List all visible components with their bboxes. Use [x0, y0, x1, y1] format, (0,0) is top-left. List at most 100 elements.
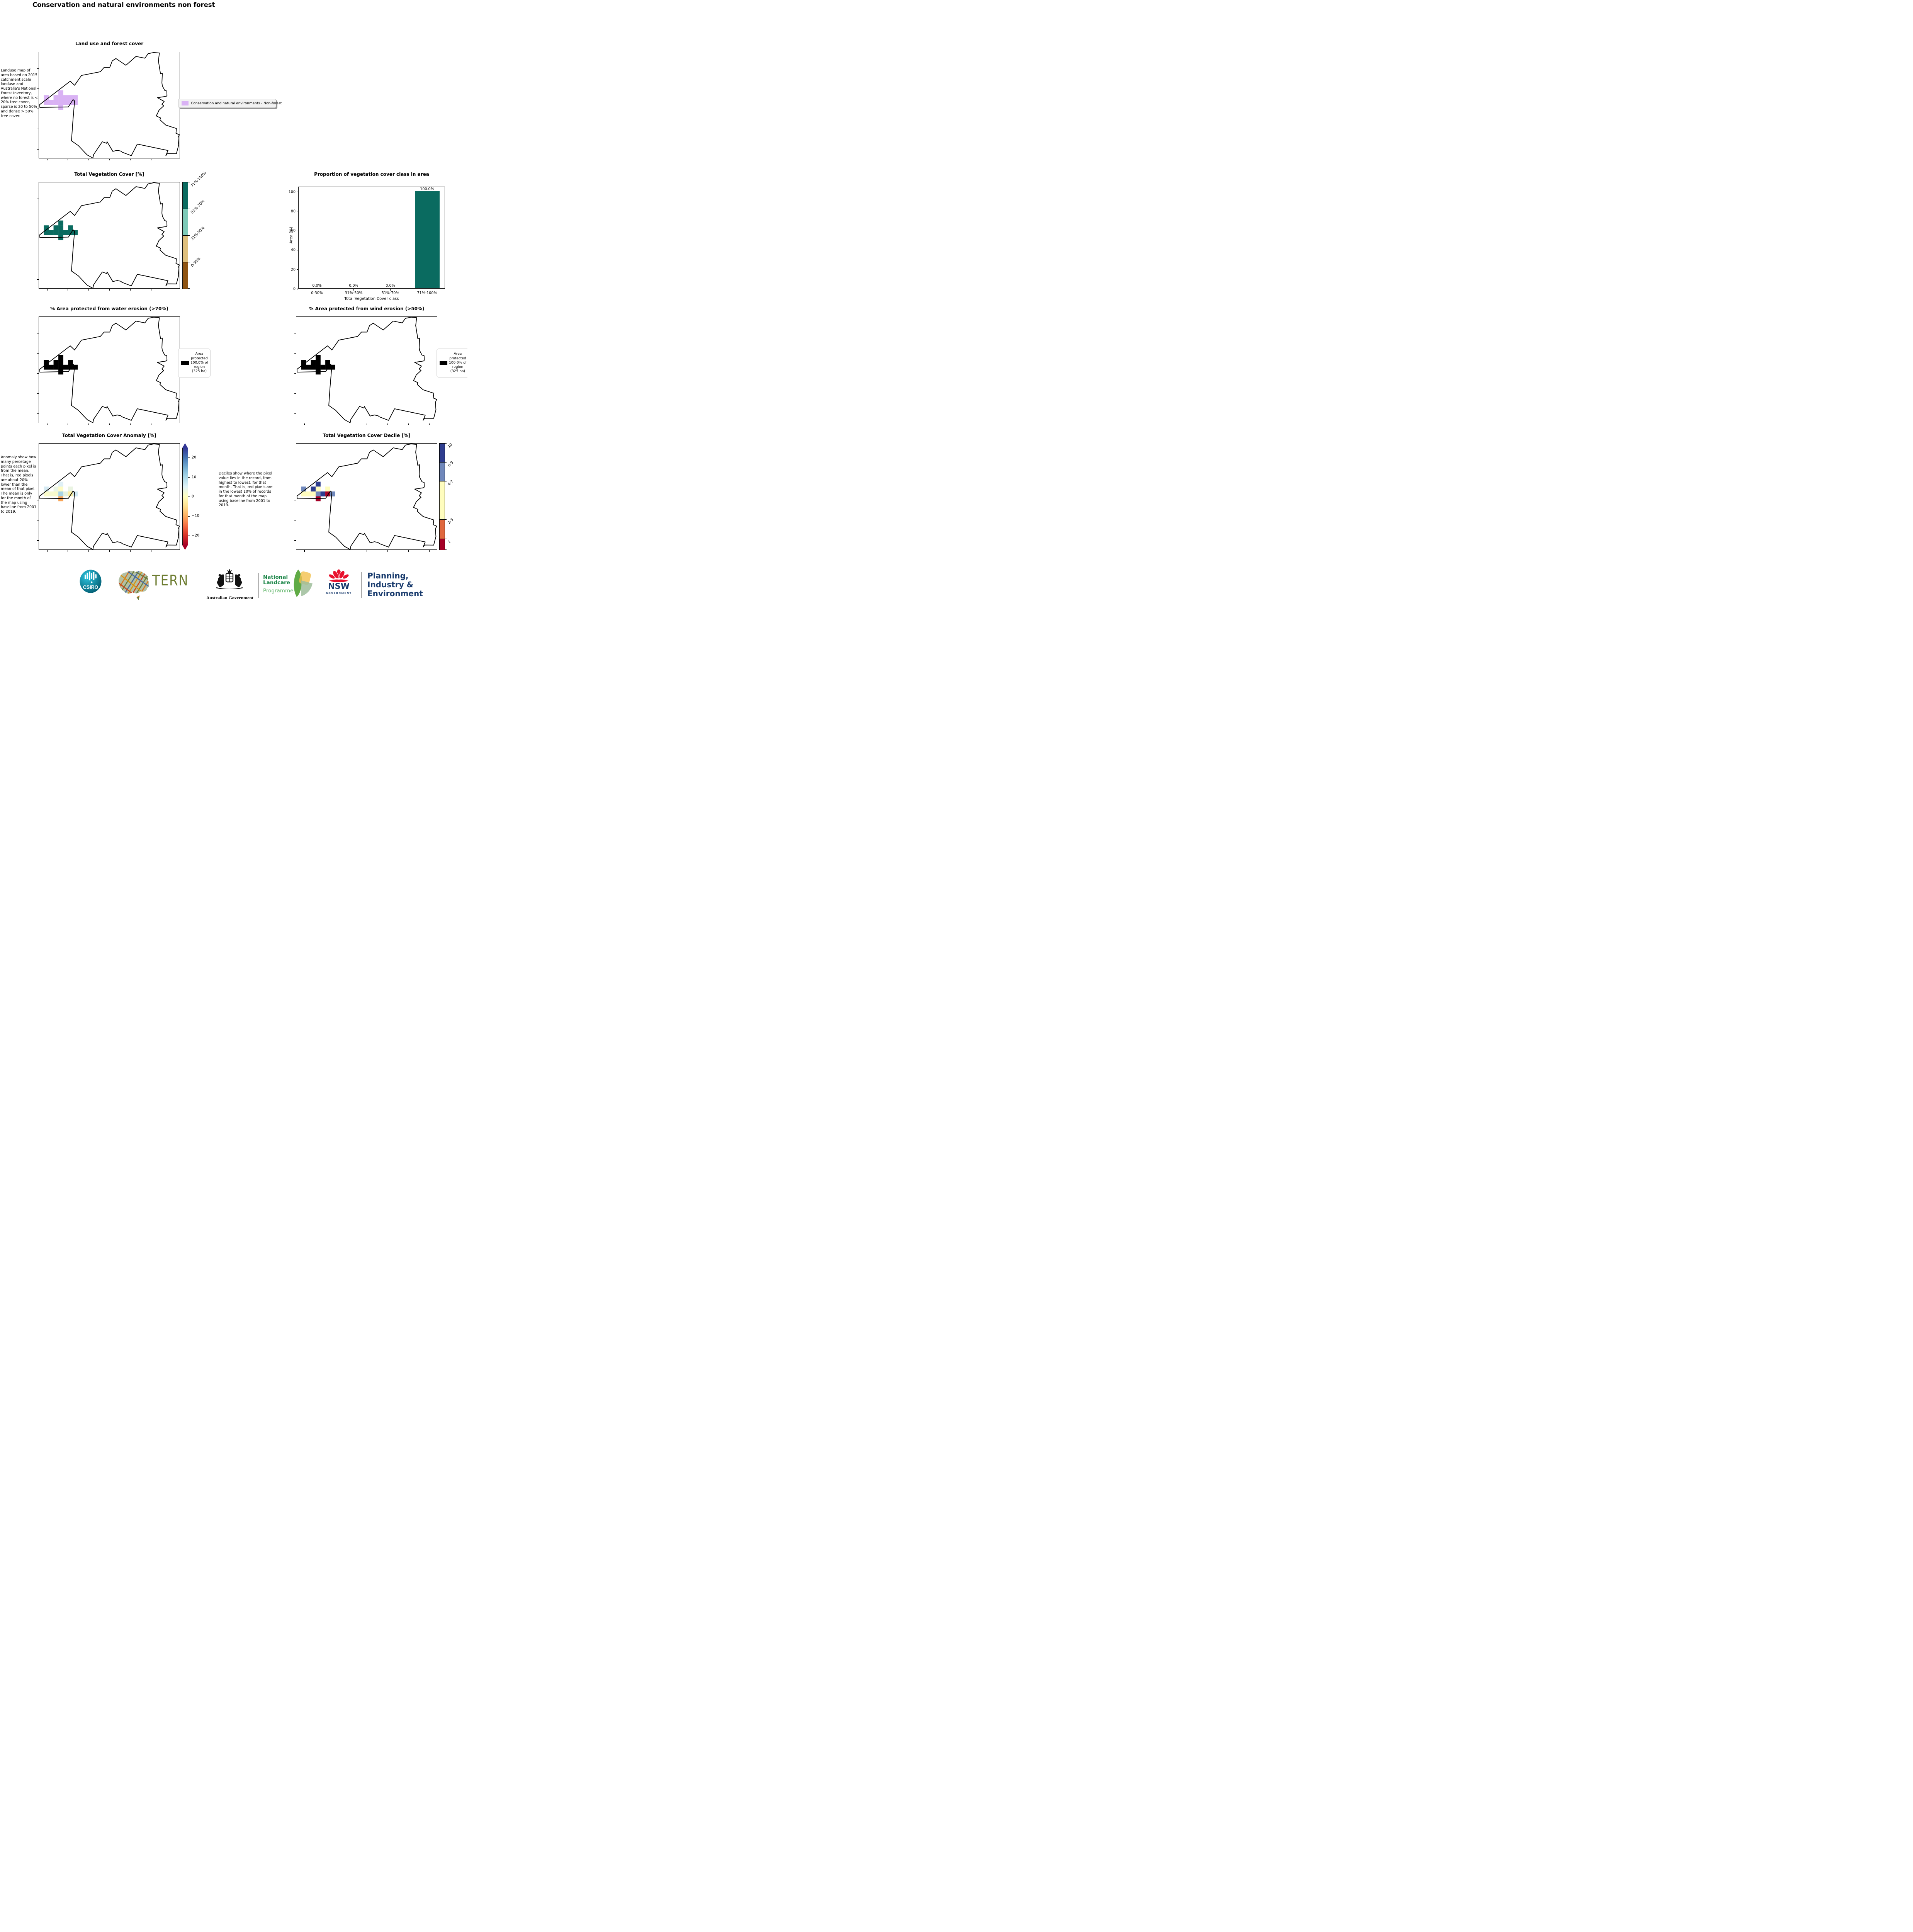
y-axis-tick-label: 60: [291, 228, 296, 233]
cover-pixel: [53, 225, 59, 231]
cover-pixel: [44, 364, 49, 370]
cover-pixel: [53, 100, 59, 105]
cover-pixel: [330, 491, 335, 497]
colorbar-segment: [439, 443, 445, 463]
cover-pixel: [311, 360, 316, 365]
catchment-outline: [40, 317, 179, 423]
catchment-outline: [40, 183, 179, 288]
y-axis-tick: [37, 88, 39, 89]
bar-value-label: 0.0%: [386, 284, 395, 288]
colorbar-tick: [445, 443, 447, 444]
proportion-ylabel: Area (%): [289, 226, 294, 244]
nsw-wordmark: NSW: [328, 582, 350, 591]
nlp-line-1: National: [263, 574, 288, 580]
cover-pixel: [58, 230, 63, 235]
cover-pixel: [53, 360, 59, 365]
cover-pixel: [73, 230, 78, 235]
cover-pixel: [311, 364, 316, 370]
colorbar-class-label: 4-7: [447, 479, 454, 487]
x-axis-tick: [353, 289, 354, 291]
wind-legend-label: Area protected 100.0% of region (325 ha): [449, 352, 467, 374]
landuse-map: [37, 52, 180, 160]
x-axis-tick: [109, 423, 110, 425]
cover-pixel: [58, 225, 63, 231]
catchment-outline: [297, 444, 437, 549]
cover-pixel: [58, 355, 63, 360]
colorbar-segment: [182, 235, 188, 262]
y-axis-tick-label: 20: [291, 267, 296, 272]
x-axis-tick: [408, 550, 409, 552]
bar-value-label: 100.0%: [420, 187, 434, 191]
cover-pixel: [68, 360, 73, 365]
cover-pixel: [73, 364, 78, 370]
map-canvas: [39, 317, 180, 423]
catchment-outline: [40, 53, 179, 158]
landuse-side-text: Landuse map of area based on 2015 catchm…: [1, 68, 38, 118]
y-axis-tick: [37, 373, 39, 374]
y-axis-tick-label: 80: [291, 209, 296, 214]
water-legend: Area protected 100.0% of region (325 ha): [178, 349, 211, 378]
footer-divider-2: [361, 572, 362, 598]
cover-pixel: [330, 364, 335, 370]
australian-coat-of-arms-icon: [216, 569, 243, 589]
catchment-outline: [297, 317, 437, 423]
cover-pixel: [311, 486, 316, 492]
y-axis-tick: [37, 413, 39, 414]
cover-pixel: [325, 486, 330, 492]
cover-pixel: [58, 491, 63, 497]
x-axis-tick-label: 0-30%: [311, 291, 323, 295]
cover-pixel: [73, 100, 78, 105]
bar-value-label: 0.0%: [312, 284, 322, 288]
decile-colorbar: 10 8-9 4-7 2-3 1: [439, 442, 454, 550]
cover-pixel: [53, 491, 59, 497]
tern-wordmark: TERN: [152, 572, 189, 589]
footer-divider-1: [258, 573, 259, 598]
cover-pixel: [320, 491, 326, 497]
cover-pixel: [311, 491, 316, 497]
cover-pixel: [53, 230, 59, 235]
bar-value-label: 0.0%: [349, 284, 358, 288]
cover-pixel: [58, 486, 63, 492]
x-axis-tick: [390, 289, 391, 291]
cover-pixel: [49, 100, 54, 105]
colorbar-class-label: 1: [447, 539, 452, 544]
y-axis-tick-label: 40: [291, 248, 296, 252]
y-axis-tick: [294, 373, 296, 374]
map-canvas: [296, 317, 437, 423]
x-axis-tick-label: 71%-100%: [417, 291, 437, 295]
x-axis-tick: [88, 550, 89, 552]
tvc-title: Total Vegetation Cover [%]: [74, 172, 144, 177]
colorbar-segment: [182, 262, 188, 289]
colorbar-segment: [439, 462, 445, 482]
decile-title: Total Vegetation Cover Decile [%]: [323, 433, 411, 438]
cover-pixel: [68, 486, 73, 492]
catchment-outline: [40, 444, 179, 549]
x-axis-tick-label: 51%-70%: [381, 291, 399, 295]
decile-side-text: Deciles show where the pixel value lies …: [219, 471, 273, 508]
colorbar-arrow-down: [182, 545, 188, 550]
cover-pixel: [58, 360, 63, 365]
aus-gov-label: Australian Government: [206, 595, 254, 600]
water-title: % Area protected from water erosion (>70…: [50, 306, 168, 311]
x-axis-tick: [408, 423, 409, 425]
y-axis-tick: [294, 540, 296, 541]
colorbar-segment: [439, 519, 445, 539]
colorbar-tick-label: 0: [192, 494, 194, 499]
cover-pixel: [320, 364, 326, 370]
cover-pixel: [44, 100, 49, 105]
map-canvas: [39, 52, 180, 158]
cover-pixel: [53, 364, 59, 370]
proportion-title: Proportion of vegetation cover class in …: [314, 172, 429, 177]
cover-pixel: [58, 220, 63, 226]
colorbar-gradient: [182, 448, 188, 545]
nsw-government-label: GOVERNMENT: [326, 592, 352, 595]
colorbar-class-label: 71%-100%: [190, 171, 207, 188]
dpie-line-3: Environment: [367, 589, 423, 598]
colorbar-segment: [439, 481, 445, 520]
anomaly-title: Total Vegetation Cover Anomaly [%]: [62, 433, 156, 438]
proportion-bar-chart: 0 20 40 60 80 100 0-30% 0.0% 31%-50% 0.0% 51%-70% 0…: [289, 187, 445, 295]
landuse-title: Land use and forest cover: [75, 41, 144, 46]
y-axis-tick: [294, 353, 296, 354]
cover-pixel: [68, 95, 73, 100]
cover-pixel: [306, 364, 311, 370]
